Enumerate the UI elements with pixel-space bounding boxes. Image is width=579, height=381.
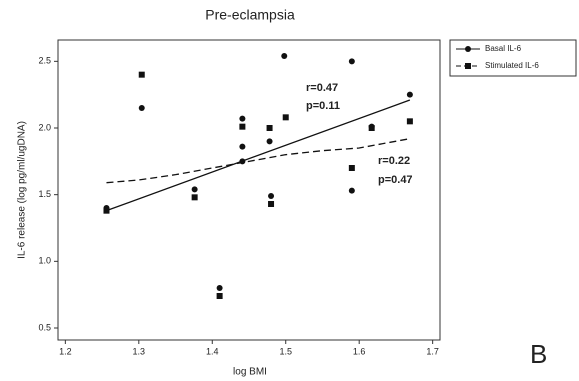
point [138,105,145,111]
point [268,201,275,207]
x-tick-label: 1.5 [279,346,292,356]
point [348,58,355,65]
plot-frame [57,39,441,341]
point [406,118,413,125]
y-tick-label: 0.5 [38,322,51,332]
point [348,187,355,194]
x-tick-label: 1.6 [353,346,366,356]
annotation: r=0.22 [378,155,410,167]
y-tick-label: 2.0 [38,122,51,132]
point [239,143,246,150]
point [239,115,246,122]
annotation: p=0.47 [378,174,413,186]
point [191,186,198,193]
x-tick-label: 1.4 [206,346,219,356]
point [138,71,145,78]
point [191,194,198,201]
x-tick-label: 1.7 [426,346,439,356]
x-tick-label: 1.3 [133,346,146,356]
legend-marker [465,63,471,69]
x-axis-label: log BMI [233,367,267,378]
annotation: p=0.11 [306,100,340,112]
point [216,293,223,299]
point [239,123,246,130]
annotation: B [530,339,547,369]
point [348,165,355,171]
legend-label: Stimulated IL-6 [485,61,539,70]
point [406,91,413,98]
point [266,138,273,145]
x-tick-label: 1.2 [59,346,72,356]
point [266,125,273,131]
point [281,53,288,59]
chart-title: Pre-eclampsia [205,7,295,23]
legend-box [449,39,577,77]
fit-line [106,138,410,184]
point [268,193,275,199]
y-tick-label: 2.5 [38,56,51,66]
legend-label: Basal IL-6 [485,44,522,53]
legend-marker [465,46,471,52]
y-tick-label: 1.0 [38,256,51,266]
y-tick-label: 1.5 [38,189,51,199]
point [103,207,110,214]
point [368,125,375,131]
point [216,285,223,291]
annotation: r=0.47 [306,82,338,94]
point [282,114,289,121]
fit-line [106,99,411,212]
y-axis-label: IL-6 release (log pg/ml/ugDNA) [17,121,28,259]
